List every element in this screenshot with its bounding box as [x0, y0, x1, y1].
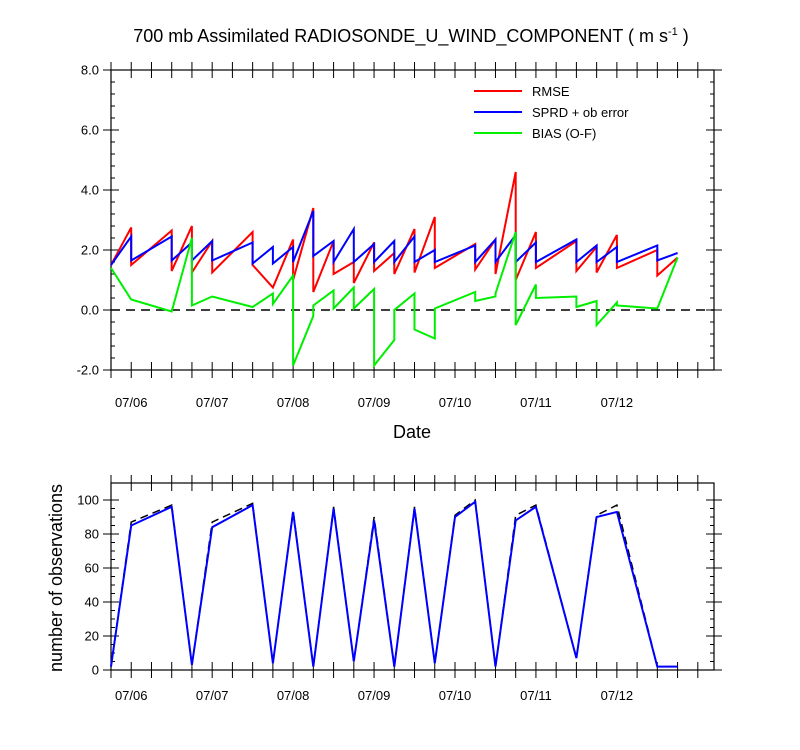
- observations-chart-panel: 0 20 40 60 80 100 07/06 07/07 07/08 07/09 07/10 07…: [46, 475, 722, 703]
- y-tick-label: 40: [85, 595, 99, 610]
- chart-title-superscript: -1: [668, 26, 678, 38]
- chart-title: 700 mb Assimilated RADIOSONDE_U_WIND_COM…: [133, 26, 689, 47]
- series-line-sprd-ob-error: [110, 210, 678, 266]
- y-tick-label: 2.0: [81, 243, 99, 258]
- y-axis-title-observations: number of observations: [46, 484, 66, 672]
- legend-label-sprd: SPRD + ob error: [532, 105, 629, 120]
- x-tick-label: 07/08: [277, 688, 310, 703]
- x-tick-label: 07/06: [115, 395, 148, 410]
- x-tick-label: 07/07: [196, 688, 229, 703]
- y-tick-label: 60: [85, 561, 99, 576]
- series-line-bias-o-f: [110, 231, 679, 369]
- y-tick-label: 100: [77, 493, 99, 508]
- series-line-rmse: [110, 171, 679, 293]
- y-tick-label: 0.0: [81, 303, 99, 318]
- x-tick-label: 07/10: [439, 688, 472, 703]
- y-tick-label: -2.0: [77, 363, 99, 378]
- chart-title-main: 700 mb Assimilated RADIOSONDE_U_WIND_COM…: [133, 26, 668, 47]
- series-line-assimilated: [110, 499, 678, 668]
- x-tick-label: 07/09: [358, 395, 391, 410]
- x-tick-label: 07/06: [115, 688, 148, 703]
- legend-label-rmse: RMSE: [532, 84, 570, 99]
- y-tick-label: 8.0: [81, 63, 99, 78]
- y-tick-label: 0: [92, 663, 99, 678]
- x-tick-label: 07/11: [520, 688, 552, 703]
- x-tick-label: 07/09: [358, 688, 391, 703]
- y-tick-label: 4.0: [81, 183, 99, 198]
- x-tick-label: 07/10: [439, 395, 472, 410]
- x-tick-label: 07/07: [196, 395, 229, 410]
- rmse-chart-panel: -2.0 0.0 2.0 4.0 6.0 8.0 07/06 07/07 07/08 07/09…: [77, 62, 722, 442]
- legend: RMSE SPRD + ob error BIAS (O-F): [474, 84, 629, 141]
- x-tick-label: 07/12: [601, 688, 634, 703]
- rmse-plot-frame: [110, 69, 715, 371]
- y-tick-label: 6.0: [81, 123, 99, 138]
- x-tick-label: 07/08: [277, 395, 310, 410]
- x-axis-title: Date: [393, 422, 431, 442]
- x-tick-label: 07/12: [601, 395, 634, 410]
- legend-label-bias: BIAS (O-F): [532, 126, 596, 141]
- observations-plot-frame: [110, 482, 715, 671]
- y-tick-label: 20: [85, 629, 99, 644]
- chart-title-suffix: ): [678, 26, 689, 46]
- y-tick-label: 80: [85, 527, 99, 542]
- x-tick-label: 07/11: [520, 395, 552, 410]
